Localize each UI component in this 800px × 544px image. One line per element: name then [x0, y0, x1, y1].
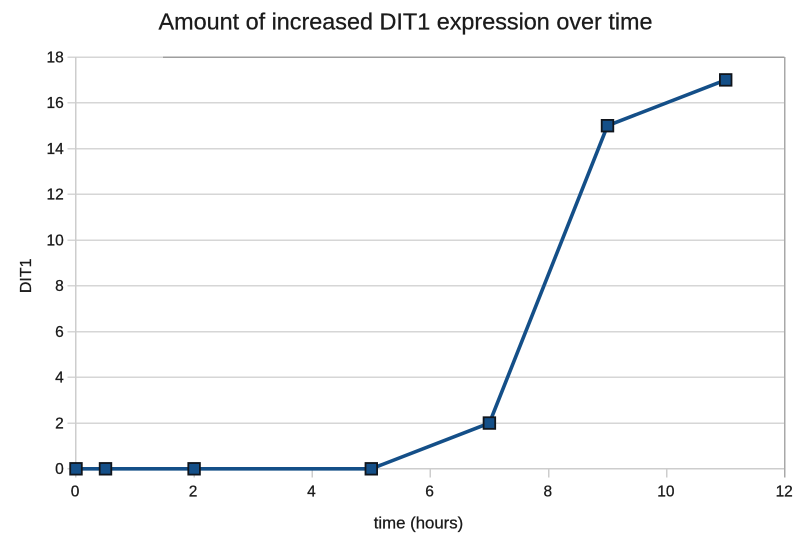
svg-text:4: 4: [55, 370, 64, 387]
svg-text:2: 2: [189, 483, 198, 500]
svg-text:time (hours): time (hours): [374, 514, 464, 533]
svg-text:4: 4: [307, 483, 316, 500]
svg-text:Amount of increased DIT1 expre: Amount of increased DIT1 expression over…: [158, 8, 652, 34]
svg-text:8: 8: [543, 483, 552, 500]
svg-text:10: 10: [657, 483, 675, 500]
svg-text:8: 8: [55, 278, 64, 295]
svg-text:14: 14: [47, 141, 65, 158]
svg-text:12: 12: [47, 187, 64, 204]
svg-text:DIT1: DIT1: [18, 258, 35, 293]
svg-text:16: 16: [47, 95, 64, 112]
svg-text:0: 0: [71, 483, 80, 500]
svg-text:6: 6: [55, 324, 64, 341]
svg-text:6: 6: [425, 483, 434, 500]
svg-text:12: 12: [776, 483, 793, 500]
svg-text:2: 2: [55, 415, 64, 432]
svg-text:0: 0: [55, 461, 64, 478]
svg-text:18: 18: [47, 49, 64, 66]
svg-text:10: 10: [47, 232, 65, 249]
